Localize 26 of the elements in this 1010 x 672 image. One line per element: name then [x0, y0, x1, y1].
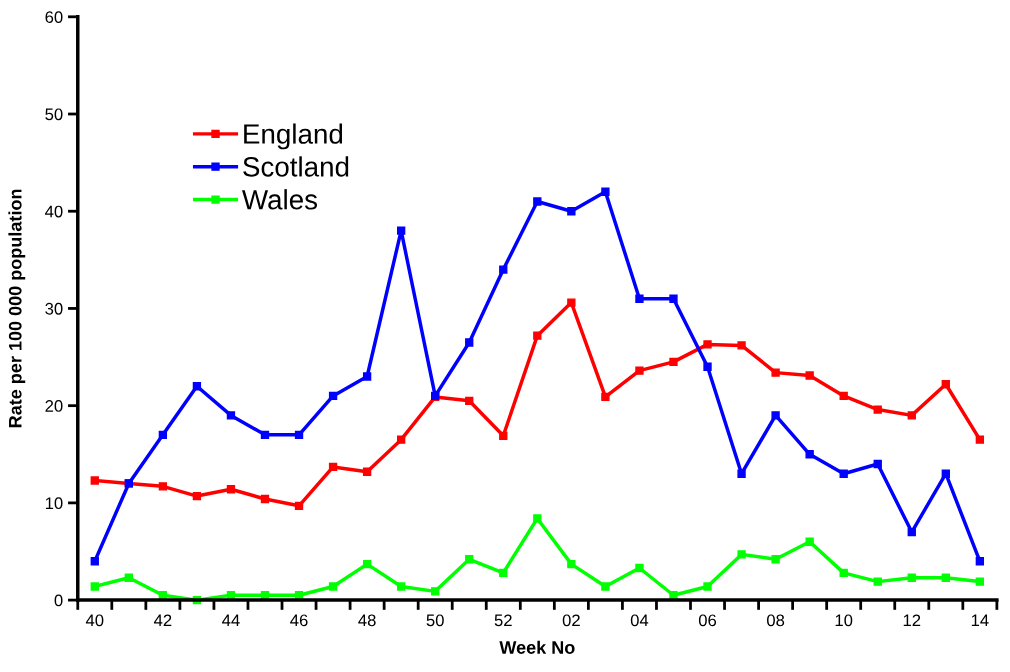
- legend-label: Scotland: [243, 156, 349, 177]
- y-tick-label: 50: [45, 108, 63, 121]
- x-tick-label: 50: [426, 614, 444, 627]
- y-tick-label: 60: [45, 11, 63, 23]
- x-tick-label: 14: [971, 614, 989, 627]
- x-tick-label: 46: [290, 614, 308, 627]
- x-tick-label: 10: [835, 614, 853, 627]
- x-tick-label: 06: [698, 614, 717, 627]
- x-tick-label: 08: [766, 614, 785, 627]
- x-tick-label: 44: [222, 614, 240, 627]
- y-tick-label: 20: [45, 400, 63, 412]
- x-tick-label: 42: [153, 614, 172, 627]
- y-tick-label: 10: [45, 497, 63, 510]
- y-axis-title: Rate per 100 000 population: [8, 189, 26, 428]
- x-tick-label: 40: [85, 614, 104, 627]
- legend-label: Wales: [242, 189, 318, 210]
- y-tick-label: 30: [45, 302, 63, 315]
- y-tick-label: 0: [54, 594, 63, 607]
- legend-label: England: [244, 123, 343, 150]
- y-tick-label: 40: [45, 205, 63, 218]
- x-tick-label: 52: [494, 614, 512, 627]
- x-tick-label: 48: [358, 614, 376, 627]
- x-axis-title: Week No: [499, 640, 575, 654]
- x-tick-label: 02: [562, 614, 580, 627]
- x-tick-label: 12: [903, 614, 921, 627]
- x-tick-label: 04: [630, 614, 649, 627]
